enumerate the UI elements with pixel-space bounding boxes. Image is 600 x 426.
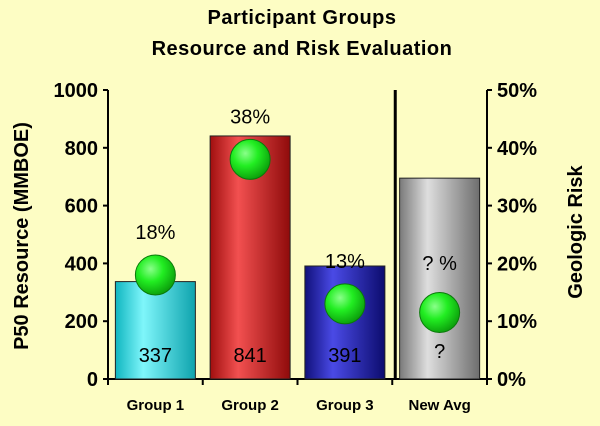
category-label: Group 1: [127, 397, 185, 414]
risk-marker: [419, 292, 461, 334]
y-tick-label: 800: [65, 138, 98, 160]
y2-tick-label: 30%: [497, 196, 537, 218]
bar-4: [399, 177, 481, 380]
bar-value-label: 391: [328, 345, 361, 367]
category-label: Group 3: [316, 397, 374, 414]
bar-value-label: 337: [139, 345, 172, 367]
y-tick-label: 0: [87, 369, 98, 391]
y2-tick-label: 50%: [497, 80, 537, 102]
y-tick-label: 400: [65, 253, 98, 275]
y-axis-label: P50 Resource (MMBOE): [11, 122, 33, 350]
category-label: New Avg: [409, 397, 471, 414]
plot-area: 0 200 400 600 800 1000 0% 10% 20% 30% 40% 50% 337 Gro…: [54, 80, 538, 414]
y2-tick-label: 20%: [497, 253, 537, 275]
risk-label: 13%: [325, 251, 365, 273]
category-label: Group 2: [221, 397, 279, 414]
risk-marker: [229, 138, 271, 180]
chart-title-line-2: Resource and Risk Evaluation: [152, 38, 453, 60]
risk-label: ? %: [422, 253, 457, 275]
risk-marker: [324, 283, 366, 325]
risk-marker: [134, 254, 176, 296]
chart-title-line-1: Participant Groups: [207, 7, 396, 29]
bar-1: [114, 281, 196, 380]
y-tick-label: 600: [65, 196, 98, 218]
y-tick-label: 200: [65, 311, 98, 333]
risk-label: 18%: [135, 222, 175, 244]
y2-tick-label: 10%: [497, 311, 537, 333]
bar-value-label: ?: [434, 341, 445, 363]
bar-value-label: 841: [233, 345, 266, 367]
y2-tick-label: 0%: [497, 369, 526, 391]
y2-axis-label: Geologic Risk: [565, 164, 587, 298]
y2-tick-label: 40%: [497, 138, 537, 160]
risk-label: 38%: [230, 106, 270, 128]
y-tick-label: 1000: [54, 80, 99, 102]
